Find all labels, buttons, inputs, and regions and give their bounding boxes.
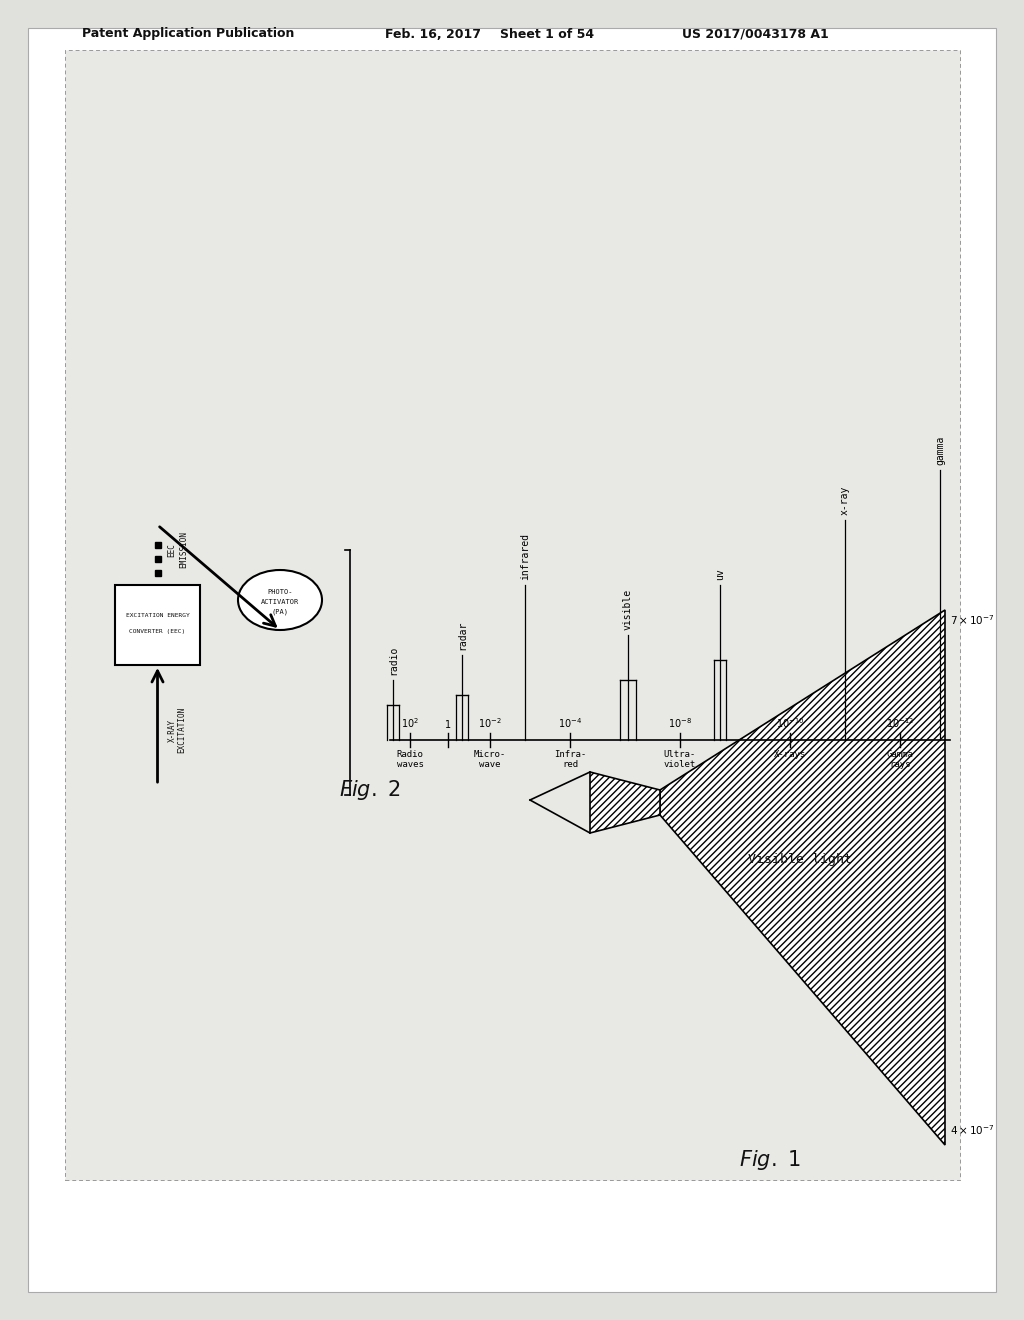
Text: $10^{-10}$: $10^{-10}$ <box>776 717 804 730</box>
Polygon shape <box>660 610 945 1144</box>
Text: EXCITATION ENERGY: EXCITATION ENERGY <box>126 612 189 618</box>
Text: infrared: infrared <box>520 533 530 579</box>
Text: Patent Application Publication: Patent Application Publication <box>82 28 294 41</box>
Text: CONVERTER (EEC): CONVERTER (EEC) <box>129 628 185 634</box>
Text: uv: uv <box>715 568 725 579</box>
Text: X-RAY: X-RAY <box>168 718 176 742</box>
Text: US 2017/0043178 A1: US 2017/0043178 A1 <box>682 28 828 41</box>
Text: Micro-
wave: Micro- wave <box>474 750 506 770</box>
Text: Infra-
red: Infra- red <box>554 750 586 770</box>
Text: Feb. 16, 2017: Feb. 16, 2017 <box>385 28 481 41</box>
Bar <box>115 585 200 665</box>
Text: Gamma
rays: Gamma rays <box>887 750 913 770</box>
Text: $7\times10^{-7}$: $7\times10^{-7}$ <box>950 612 994 627</box>
Text: $4\times10^{-7}$: $4\times10^{-7}$ <box>950 1123 994 1137</box>
Text: x-ray: x-ray <box>840 486 850 515</box>
Text: $10^{-8}$: $10^{-8}$ <box>668 717 692 730</box>
Text: Ultra-
violet: Ultra- violet <box>664 750 696 770</box>
Text: radio: radio <box>388 645 398 675</box>
Text: X-rays: X-rays <box>774 750 806 759</box>
Text: visible: visible <box>623 589 633 630</box>
Text: Radio
waves: Radio waves <box>396 750 424 770</box>
Text: $10^{2}$: $10^{2}$ <box>401 717 419 730</box>
Text: $10^{-12}$: $10^{-12}$ <box>886 717 914 730</box>
Text: Visible light: Visible light <box>748 854 852 866</box>
Text: $10^{-2}$: $10^{-2}$ <box>478 717 502 730</box>
Text: $1$: $1$ <box>444 718 452 730</box>
Ellipse shape <box>238 570 322 630</box>
Text: gamma: gamma <box>935 436 945 465</box>
Text: radar: radar <box>457 620 467 649</box>
Text: (PA): (PA) <box>271 609 289 615</box>
Polygon shape <box>590 772 660 833</box>
Text: EEC: EEC <box>168 543 176 557</box>
Text: Sheet 1 of 54: Sheet 1 of 54 <box>500 28 594 41</box>
Text: EXCITATION: EXCITATION <box>177 708 186 754</box>
Text: $\mathit{Fig.\ 1}$: $\mathit{Fig.\ 1}$ <box>739 1148 801 1172</box>
Text: EMISSION: EMISSION <box>179 532 188 569</box>
Text: PHOTO-: PHOTO- <box>267 589 293 595</box>
Text: ACTIVATOR: ACTIVATOR <box>261 599 299 605</box>
Bar <box>65 50 961 1180</box>
Text: $\mathit{Fig.\ 2}$: $\mathit{Fig.\ 2}$ <box>339 777 400 803</box>
Text: $10^{-4}$: $10^{-4}$ <box>558 717 582 730</box>
